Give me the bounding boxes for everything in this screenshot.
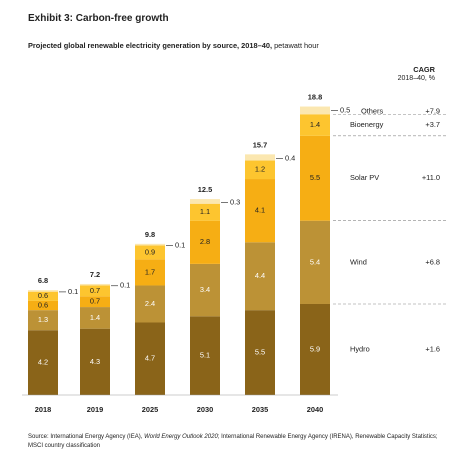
legend-label-solar-pv: Solar PV	[350, 173, 379, 182]
data-label-others: 0.3	[230, 197, 240, 206]
data-label: 0.6	[38, 300, 48, 309]
bar-segment-wind-2040	[300, 220, 330, 304]
data-label: 0.9	[145, 247, 155, 256]
legend-label-hydro: Hydro	[350, 344, 370, 353]
data-label: 0.7	[90, 297, 100, 306]
data-label-others: 0.1	[120, 281, 130, 290]
subtitle-main: Projected global renewable electricity g…	[28, 41, 272, 50]
data-label: 5.5	[310, 173, 320, 182]
data-label: 0.7	[90, 286, 100, 295]
bar-total-label: 9.8	[145, 230, 155, 239]
bar-segment-others-2030	[190, 199, 220, 204]
bar-segment-solar-pv-2019	[80, 296, 110, 308]
bar-total-label: 18.8	[308, 92, 322, 101]
bar-total-label: 7.2	[90, 270, 100, 279]
bar-segment-bioenergy-2025	[135, 245, 165, 260]
data-label: 1.4	[90, 313, 100, 322]
bar-segment-hydro-2019	[80, 328, 110, 395]
x-tick-label: 2025	[142, 405, 158, 414]
data-label: 4.7	[145, 354, 155, 363]
legend-label-bioenergy: Bioenergy	[350, 120, 384, 129]
x-tick-label: 2035	[252, 405, 268, 414]
data-label: 5.4	[310, 257, 320, 266]
bar-segment-wind-2019	[80, 307, 110, 329]
bar-total-label: 12.5	[198, 185, 212, 194]
bar-segment-wind-2035	[245, 242, 275, 311]
data-label: 2.8	[200, 237, 210, 246]
bar-segment-hydro-2030	[190, 316, 220, 395]
bar-segment-hydro-2018	[28, 330, 58, 395]
bar-segment-bioenergy-2035	[245, 160, 275, 180]
cagr-title: CAGR	[413, 65, 435, 74]
data-label: 4.4	[255, 271, 265, 280]
bar-segment-wind-2030	[190, 263, 220, 317]
bar-segment-others-2025	[135, 243, 165, 246]
data-label-others: 0.4	[285, 153, 295, 162]
cagr-value: +7.9	[425, 106, 440, 115]
cagr-subtitle: 2018–40, %	[397, 75, 435, 82]
data-label: 1.4	[310, 120, 320, 129]
exhibit-title: Exhibit 3: Carbon-free growth	[28, 13, 169, 24]
bar-segment-hydro-2040	[300, 303, 330, 395]
source-prefix: Source: International Energy Agency (IEA…	[28, 434, 143, 440]
legend-label-others: Others	[361, 106, 383, 115]
bar-segment-others-2035	[245, 154, 275, 161]
data-label: 1.2	[255, 165, 265, 174]
bar-segment-others-2018	[28, 290, 58, 292]
bar-segment-solar-pv-2025	[135, 259, 165, 286]
data-label: 2.4	[145, 299, 155, 308]
data-label-others: 0.1	[68, 287, 78, 296]
cagr-value: +1.6	[425, 344, 440, 353]
bar-segment-others-2040	[300, 106, 330, 115]
data-label: 1.1	[200, 207, 210, 216]
source-suffix: ; International Renewable Energy Agency …	[28, 434, 438, 449]
bar-segment-wind-2025	[135, 285, 165, 323]
bar-total-label: 15.7	[253, 140, 267, 149]
cagr-value: +11.0	[422, 173, 440, 182]
data-label: 5.5	[255, 348, 265, 357]
cagr-value: +3.7	[425, 120, 440, 129]
x-tick-label: 2030	[197, 405, 213, 414]
bar-segment-bioenergy-2030	[190, 203, 220, 221]
data-label: 0.6	[38, 291, 48, 300]
legend-label-wind: Wind	[350, 257, 367, 266]
bar-segment-bioenergy-2019	[80, 285, 110, 297]
data-label-others: 0.1	[175, 241, 185, 250]
source-italic: World Energy Outlook 2020	[144, 434, 218, 440]
bar-segment-hydro-2025	[135, 322, 165, 395]
bar-segment-solar-pv-2018	[28, 300, 58, 311]
bar-segment-solar-pv-2040	[300, 135, 330, 221]
data-label: 5.9	[310, 344, 320, 353]
data-label: 3.4	[200, 285, 210, 294]
bar-segment-bioenergy-2040	[300, 114, 330, 136]
data-label: 4.1	[255, 206, 265, 215]
source-note: Source: International Energy Agency (IEA…	[28, 433, 448, 451]
data-label: 1.7	[145, 267, 155, 276]
subtitle-unit: petawatt hour	[274, 41, 319, 50]
data-label: 4.2	[38, 358, 48, 367]
cagr-value: +6.8	[425, 257, 440, 266]
bar-segment-solar-pv-2035	[245, 179, 275, 243]
x-tick-label: 2018	[35, 405, 51, 414]
x-tick-label: 2040	[307, 405, 323, 414]
data-label-others: 0.5	[340, 105, 350, 114]
data-label: 1.3	[38, 315, 48, 324]
bar-segment-solar-pv-2030	[190, 220, 220, 264]
data-label: 4.3	[90, 357, 100, 366]
chart-subtitle: Projected global renewable electricity g…	[28, 41, 319, 50]
bar-segment-hydro-2035	[245, 310, 275, 395]
bar-segment-wind-2018	[28, 310, 58, 331]
bar-total-label: 6.8	[38, 276, 48, 285]
bar-segment-bioenergy-2018	[28, 291, 58, 301]
data-label: 5.1	[200, 351, 210, 360]
x-tick-label: 2019	[87, 405, 103, 414]
bar-segment-others-2019	[80, 283, 110, 286]
